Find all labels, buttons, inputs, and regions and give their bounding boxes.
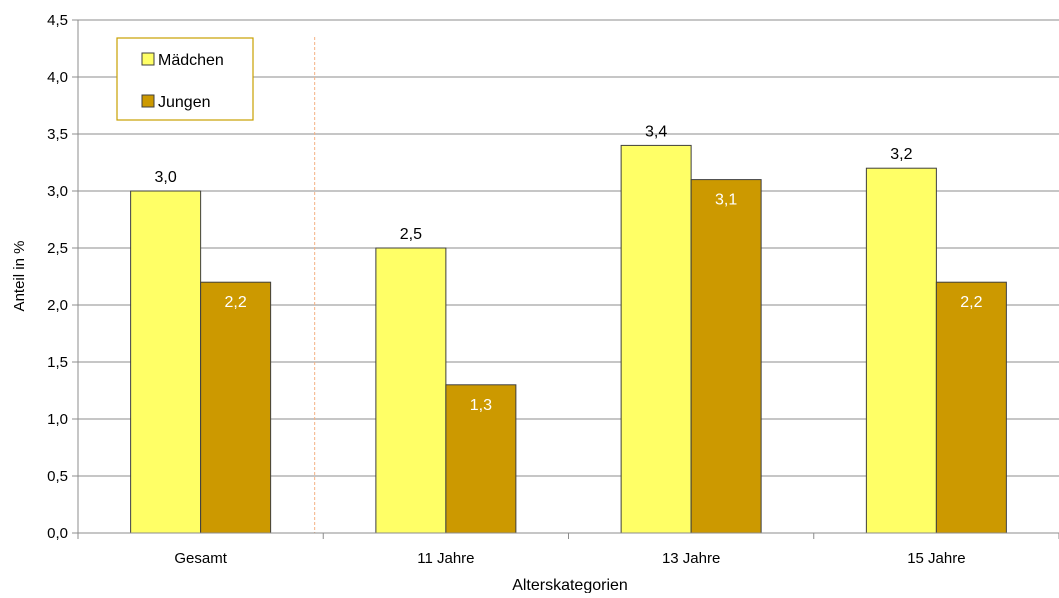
- legend-box: [116, 37, 254, 121]
- bar-maedchen: [865, 167, 937, 534]
- data-label: 1,3: [470, 397, 492, 414]
- data-label: 2,5: [400, 226, 422, 243]
- x-tick-label: 11 Jahre: [417, 550, 474, 567]
- bar-maedchen: [620, 144, 692, 534]
- bars: [130, 144, 1007, 534]
- bar-jungen: [690, 179, 762, 534]
- x-tick-label: 13 Jahre: [662, 550, 720, 567]
- y-tick-label: 2,0: [47, 297, 68, 314]
- data-label: 3,2: [890, 146, 912, 163]
- data-label: 2,2: [960, 294, 982, 311]
- y-tick-label: 3,5: [47, 126, 68, 143]
- y-axis-title: Anteil in %: [11, 241, 28, 312]
- data-label: 3,1: [715, 192, 737, 209]
- bar-maedchen: [130, 190, 202, 534]
- y-tick-label: 0,5: [47, 468, 68, 485]
- y-tick-label: 0,0: [47, 525, 68, 542]
- y-tick-label: 1,0: [47, 411, 68, 428]
- bar-maedchen: [375, 247, 447, 534]
- y-tick-label: 4,0: [47, 69, 68, 86]
- legend-swatch: [141, 52, 155, 66]
- y-tick-label: 1,5: [47, 354, 68, 371]
- data-label: 3,4: [645, 123, 667, 140]
- y-tick-label: 3,0: [47, 183, 68, 200]
- legend-label: Jungen: [158, 94, 211, 111]
- x-tick-label: Gesamt: [174, 550, 227, 567]
- data-label: 3,0: [155, 169, 177, 186]
- legend-swatch: [141, 94, 155, 108]
- bar-jungen: [935, 281, 1007, 534]
- bar-jungen: [200, 281, 272, 534]
- y-tick-label: 4,5: [47, 12, 68, 29]
- x-tick-label: 15 Jahre: [907, 550, 965, 567]
- axes: 0,0 0,5 1,0 1,5 2,0 2,5 3,0 3,5 4,0 4,5 Gesamt 11 J…: [47, 12, 1059, 567]
- legend: Mädchen Jungen: [116, 37, 254, 121]
- y-tick-label: 2,5: [47, 240, 68, 257]
- x-axis-title: Alterskategorien: [512, 577, 628, 593]
- data-labels: 3,0 2,2 2,5 1,3 3,4 3,1 3,2 2,2: [155, 123, 983, 413]
- legend-label: Mädchen: [158, 52, 224, 69]
- data-label: 2,2: [225, 294, 247, 311]
